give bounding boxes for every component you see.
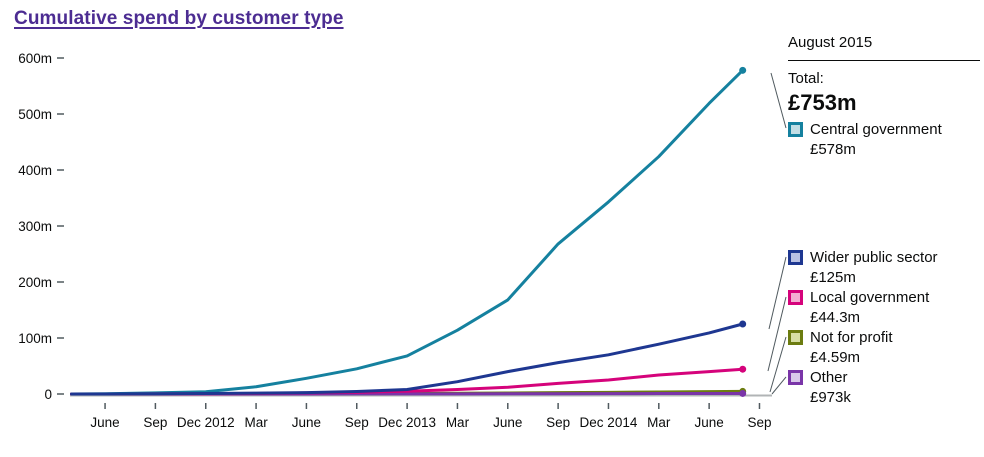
x-axis-label: Sep (747, 415, 771, 430)
y-axis-label: 600m (18, 51, 52, 66)
y-axis-label: 300m (18, 219, 52, 234)
x-axis-label: Sep (546, 415, 570, 430)
legend-leader-line (771, 376, 787, 395)
series-endpoint-local-government (739, 365, 747, 373)
series-endpoint-other (739, 389, 747, 397)
legend-item-label: Central government (810, 121, 942, 138)
y-axis-label: 0 (44, 387, 52, 402)
x-axis-label: Dec 2013 (378, 415, 436, 430)
y-axis-label: 500m (18, 107, 52, 122)
legend-leader-line (770, 72, 787, 129)
x-axis-label: June (493, 415, 522, 430)
x-axis-label: Sep (143, 415, 167, 430)
x-axis-label: June (292, 415, 321, 430)
legend-leader-line (768, 256, 787, 330)
legend-item-value: £578m (810, 141, 856, 158)
y-axis-label: 200m (18, 275, 52, 290)
not-for-profit-swatch-icon (788, 330, 803, 345)
series-endpoint-wider-public-sector (739, 320, 747, 328)
legend-item-value: £973k (810, 389, 851, 406)
legend-item-other: Other £973k (788, 368, 984, 408)
y-axis-label: 100m (18, 331, 52, 346)
legend-item-central-government: Central government £578m (788, 120, 984, 160)
x-axis-label: Mar (647, 415, 671, 430)
x-axis-label: Dec 2014 (580, 415, 638, 430)
x-axis-label: Dec 2012 (177, 415, 235, 430)
legend-item-not-for-profit: Not for profit £4.59m (788, 328, 984, 368)
series-line-wider-public-sector (70, 322, 745, 396)
legend-leader-line (767, 296, 787, 372)
legend-item-label: Wider public sector (810, 249, 938, 266)
central-government-swatch-icon (788, 122, 803, 137)
legend-item-label: Not for profit (810, 329, 893, 346)
series-endpoint-central-government (739, 66, 747, 74)
legend-item-label: Local government (810, 289, 930, 306)
x-axis-label: Mar (244, 415, 268, 430)
legend-header: August 2015 Total: £753m (788, 34, 980, 116)
legend-item-value: £44.3m (810, 309, 861, 326)
other-swatch-icon (788, 370, 803, 385)
wider-public-sector-swatch-icon (788, 250, 803, 265)
page-title: Cumulative spend by customer type (14, 8, 344, 29)
x-axis-label: June (90, 415, 119, 430)
legend-leader-line (769, 336, 787, 393)
legend-item-value: £125m (810, 269, 856, 286)
legend-total-value: £753m (788, 90, 857, 115)
x-axis-label: Mar (446, 415, 470, 430)
local-government-swatch-icon (788, 290, 803, 305)
legend-total-label: Total: (788, 70, 824, 87)
legend-item-value: £4.59m (810, 349, 861, 366)
y-axis-label: 400m (18, 163, 52, 178)
legend-date: August 2015 (788, 34, 980, 61)
x-axis-label: June (694, 415, 723, 430)
legend-item-local-government: Local government £44.3m (788, 288, 984, 328)
legend-item-wider-public-sector: Wider public sector £125m (788, 248, 984, 288)
series-line-central-government (70, 68, 745, 396)
x-axis-label: Sep (345, 415, 369, 430)
legend-item-label: Other (810, 369, 848, 386)
